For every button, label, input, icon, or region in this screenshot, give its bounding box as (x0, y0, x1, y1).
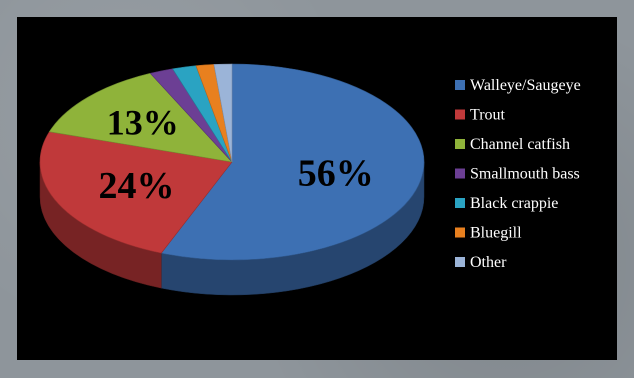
legend-label-black-crappie: Black crappie (470, 195, 558, 212)
legend-swatch-walleye-saugeye (455, 80, 465, 90)
legend-label-other: Other (470, 254, 507, 271)
legend-label-trout: Trout (470, 107, 506, 124)
data-label-trout: 24% (98, 165, 174, 207)
pie-slice-channel-catfish (48, 72, 233, 163)
legend-swatch-trout (455, 109, 465, 120)
legend-swatch-black-crappie (455, 198, 465, 208)
legend-swatch-channel-catfish (455, 139, 465, 149)
pie-slice-other (213, 63, 233, 163)
legend-label-walleye-saugeye: Walleye/Saugeye (470, 77, 581, 94)
legend-swatch-bluegill (455, 227, 465, 238)
legend: Walleye/Saugeye Trout Channel catfish Small… (455, 77, 581, 271)
data-label-group: 56% 24% 13% (98, 102, 373, 207)
pie-group (39, 63, 425, 296)
pie-slice-walleye-saugeye (160, 63, 425, 261)
legend-swatch-other (455, 257, 465, 267)
legend-label-bluegill: Bluegill (470, 225, 522, 242)
pie-slice-trout (39, 131, 233, 254)
data-label-walleye-saugeye: 56% (298, 152, 374, 194)
legend-label-smallmouth-bass: Smallmouth bass (470, 166, 580, 183)
chart-panel: 56% 24% 13% Walleye/Saugeye Trout Channel ca… (17, 17, 617, 360)
legend-swatch-smallmouth-bass (455, 168, 465, 179)
pie-chart: 56% 24% 13% Walleye/Saugeye Trout Channel ca… (39, 63, 581, 296)
data-label-channel-catfish: 13% (107, 102, 179, 142)
legend-label-channel-catfish: Channel catfish (470, 136, 570, 153)
